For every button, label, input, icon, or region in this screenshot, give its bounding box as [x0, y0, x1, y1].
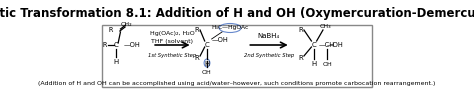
Text: NaBH₄: NaBH₄	[257, 33, 280, 39]
Text: THF (solvent): THF (solvent)	[151, 38, 193, 44]
Text: CH₂: CH₂	[120, 22, 132, 26]
Text: Synthetic Transformation 8.1: Addition of H and OH (Oxymercuration-Demercuration: Synthetic Transformation 8.1: Addition o…	[0, 7, 474, 20]
Text: R: R	[195, 27, 200, 33]
FancyBboxPatch shape	[102, 25, 372, 87]
Text: CH₃: CH₃	[319, 24, 331, 30]
Text: R: R	[299, 27, 303, 33]
Text: OH: OH	[322, 61, 332, 67]
Text: 1st Synthetic Step: 1st Synthetic Step	[148, 53, 197, 58]
Text: OH: OH	[202, 69, 212, 75]
Text: —CH: —CH	[319, 42, 335, 48]
Text: 2nd Synthetic Step: 2nd Synthetic Step	[244, 53, 294, 58]
Text: —OH: —OH	[123, 42, 140, 48]
Text: R: R	[103, 42, 107, 48]
Text: R: R	[195, 55, 200, 61]
Text: H: H	[311, 61, 316, 67]
Text: C: C	[311, 42, 316, 48]
Text: C: C	[205, 42, 210, 48]
Text: C: C	[114, 42, 119, 48]
Text: R: R	[109, 27, 113, 33]
Text: H: H	[204, 61, 210, 67]
Text: —OH: —OH	[327, 42, 344, 48]
Text: Hg(OAc)₂, H₂O: Hg(OAc)₂, H₂O	[150, 31, 195, 37]
Text: (Addition of H and OH can be accomplished using acid/water–however, such conditi: (Addition of H and OH can be accomplishe…	[38, 82, 436, 86]
Text: R: R	[299, 55, 303, 61]
Text: —OH: —OH	[211, 37, 228, 43]
Text: H₃C—HgOAc: H₃C—HgOAc	[211, 24, 249, 30]
Text: H: H	[114, 59, 119, 65]
